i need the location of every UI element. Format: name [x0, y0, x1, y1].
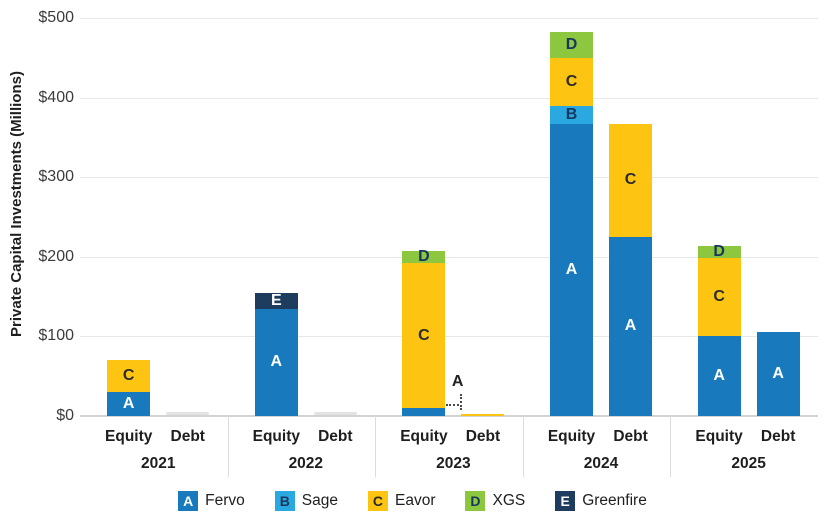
legend-swatch-xgs: D [465, 491, 486, 511]
year-label: 2021 [140, 455, 176, 472]
equity-label: Equity [105, 428, 153, 445]
legend-swatch-eavor: C [367, 491, 388, 511]
group-separator [227, 416, 229, 477]
bar-segment-xgs: D [402, 249, 446, 265]
bar-segment-fervo: A [697, 335, 741, 416]
y-tick-label: $400 [38, 88, 74, 106]
group-separator [375, 416, 377, 477]
group-separator [670, 416, 672, 477]
bar-segment-xgs: D [697, 243, 741, 259]
callout-letter-fervo: A [451, 373, 464, 391]
debt-label: Debt [318, 428, 353, 445]
legend-item-sage: B Sage [274, 491, 338, 511]
debt-label: Debt [613, 428, 648, 445]
gridline [80, 18, 818, 19]
bar-segment-eavor [461, 413, 505, 416]
bar-segment-fervo: A [756, 331, 800, 416]
y-tick-label: $200 [38, 247, 74, 265]
bar-segment-eavor: C [402, 263, 446, 409]
legend-swatch-greenfire: E [555, 491, 576, 511]
bar-segment-fervo: A [609, 236, 653, 416]
bar-segment-sage: B [550, 106, 593, 124]
year-label: 2025 [731, 455, 766, 472]
bar-segment-fervo: A [550, 123, 593, 416]
callout-leader-vertical [459, 394, 462, 411]
bar-segment-xgs: D [550, 32, 593, 58]
bar-segment-greenfire: E [254, 292, 298, 309]
bar-segment-fervo [402, 408, 446, 416]
bar-segment-eavor: C [107, 360, 151, 393]
year-label: 2023 [436, 455, 471, 472]
equity-label: Equity [252, 428, 300, 445]
legend-label: Greenfire [582, 492, 647, 509]
y-tick-label: $100 [38, 327, 74, 345]
legend-label: Fervo [205, 492, 245, 509]
legend-item-eavor: C Eavor [367, 491, 436, 511]
equity-label: Equity [400, 428, 448, 445]
legend-label: Sage [301, 492, 338, 509]
group-separator [522, 416, 524, 477]
year-label: 2024 [583, 455, 619, 472]
legend-item-fervo: A Fervo [178, 491, 245, 511]
debt-label: Debt [760, 428, 796, 445]
legend-label: Eavor [394, 492, 436, 509]
gridline [80, 256, 818, 258]
y-tick-label: $0 [56, 407, 74, 424]
gridline [80, 177, 818, 179]
zero-debt-placeholder [313, 412, 357, 415]
bar-segment-eavor: C [697, 257, 741, 336]
gridline [80, 97, 818, 99]
bar-segment-fervo: A [107, 392, 151, 416]
legend-swatch-fervo: A [178, 491, 199, 511]
legend-item-xgs: D XGS [465, 491, 525, 511]
year-label: 2022 [288, 455, 324, 472]
zero-debt-placeholder [166, 412, 210, 415]
y-tick-label: $500 [38, 9, 74, 26]
equity-label: Equity [547, 428, 596, 445]
x-axis-line [80, 415, 818, 417]
debt-label: Debt [170, 428, 205, 445]
gridline [80, 336, 818, 338]
bar-segment-eavor: C [609, 123, 653, 237]
bar-segment-fervo: A [254, 308, 298, 416]
y-tick-label: $300 [38, 168, 74, 186]
legend-label: XGS [492, 492, 526, 509]
callout-leader-horizontal [445, 404, 459, 407]
legend: A Fervo B Sage C Eavor D XGS E Greenfire [0, 491, 825, 511]
debt-label: Debt [465, 428, 501, 445]
legend-swatch-sage: B [274, 491, 295, 511]
equity-label: Equity [695, 428, 743, 445]
legend-item-greenfire: E Greenfire [555, 491, 647, 511]
bar-segment-eavor: C [550, 57, 593, 107]
